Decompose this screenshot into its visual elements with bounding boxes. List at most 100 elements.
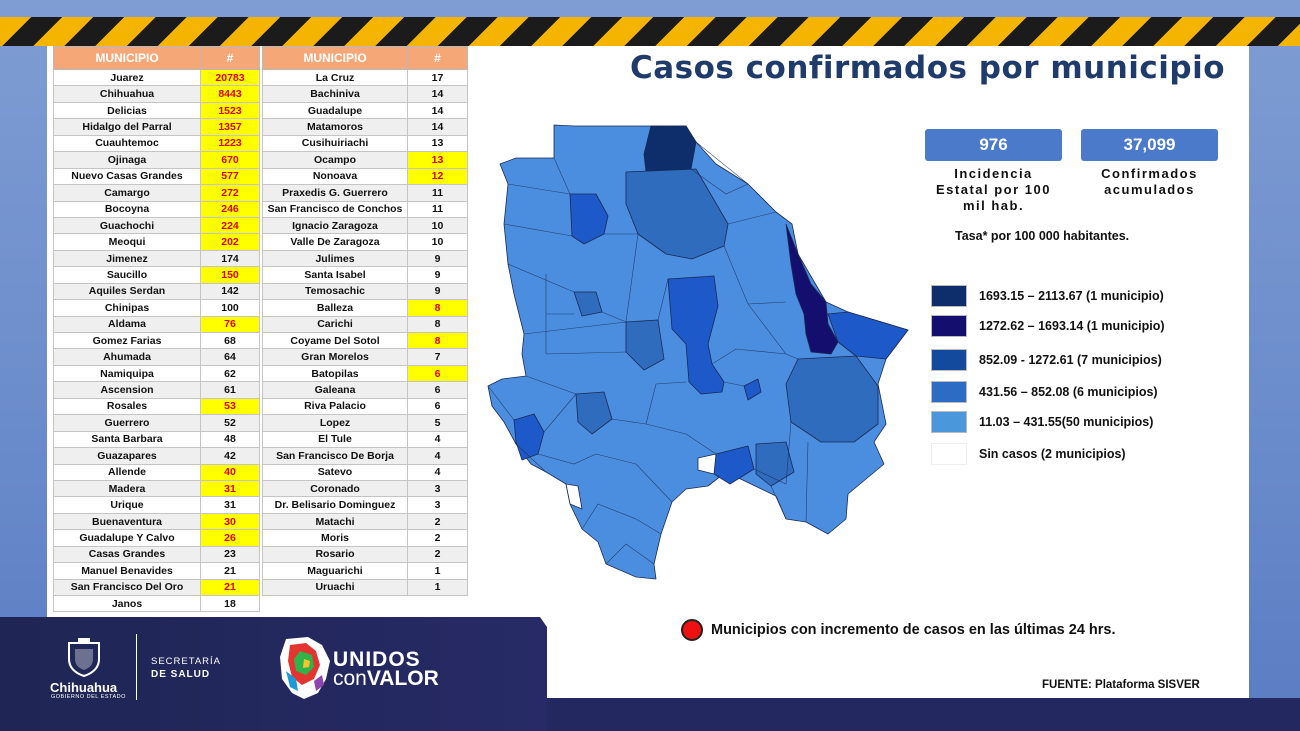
legend-swatch	[931, 285, 967, 307]
case-count-cell: 1523	[201, 102, 260, 118]
confirmed-label-line: Confirmados	[1081, 166, 1218, 182]
case-count-cell: 246	[201, 201, 260, 217]
table-row: Allende 40	[54, 464, 260, 480]
table-row: Guachochi 224	[54, 217, 260, 233]
legend-label: 1272.62 – 1693.14 (1 municipio)	[979, 319, 1165, 333]
table-row: Gomez Farias 68	[54, 333, 260, 349]
municipio-name-cell: Matamoros	[263, 119, 408, 135]
municipio-name-cell: Coyame Del Sotol	[263, 333, 408, 349]
municipio-name-cell: Hidalgo del Parral	[54, 119, 201, 135]
municipio-name-cell: San Francisco De Borja	[263, 448, 408, 464]
case-count-cell: 6	[408, 398, 468, 414]
municipio-table-right: MUNICIPIO # La Cruz 17 Bachiniva 14 Guadalup…	[262, 46, 468, 596]
case-count-cell: 272	[201, 185, 260, 201]
municipio-name-cell: Moris	[263, 530, 408, 546]
case-count-cell: 3	[408, 480, 468, 496]
legend-item: Sin casos (2 municipios)	[931, 443, 1126, 465]
municipio-name-cell: Guadalupe Y Calvo	[54, 530, 201, 546]
case-count-cell: 14	[408, 102, 468, 118]
case-count-cell: 11	[408, 201, 468, 217]
municipio-name-cell: Manuel Benavides	[54, 563, 201, 579]
table-row: Namiquipa 62	[54, 365, 260, 381]
table-row: Lopez 5	[263, 415, 468, 431]
legend-item: 431.56 – 852.08 (6 municipios)	[931, 381, 1158, 403]
case-count-cell: 14	[408, 86, 468, 102]
case-count-cell: 1	[408, 579, 468, 595]
incidence-label-line: Incidencia	[925, 166, 1062, 182]
footer-divider	[136, 634, 137, 700]
municipio-name-cell: Ocampo	[263, 152, 408, 168]
case-count-cell: 13	[408, 152, 468, 168]
table-row: La Cruz 17	[263, 70, 468, 86]
case-count-cell: 64	[201, 349, 260, 365]
table-row: Nonoava 12	[263, 168, 468, 184]
municipio-name-cell: Guerrero	[54, 415, 201, 431]
case-count-cell: 20783	[201, 70, 260, 86]
legend-label: Sin casos (2 municipios)	[979, 447, 1126, 461]
case-count-cell: 150	[201, 267, 260, 283]
case-count-cell: 40	[201, 464, 260, 480]
case-count-cell: 52	[201, 415, 260, 431]
case-count-cell: 76	[201, 316, 260, 332]
table-row: Carichi 8	[263, 316, 468, 332]
case-count-cell: 10	[408, 234, 468, 250]
municipio-name-cell: Casas Grandes	[54, 546, 201, 562]
legend-item: 1272.62 – 1693.14 (1 municipio)	[931, 315, 1165, 337]
municipio-name-cell: Urique	[54, 497, 201, 513]
table-row: Juarez 20783	[54, 70, 260, 86]
legend-swatch	[931, 349, 967, 371]
municipio-name-cell: Nonoava	[263, 168, 408, 184]
municipio-name-cell: Ojinaga	[54, 152, 201, 168]
case-count-cell: 670	[201, 152, 260, 168]
municipio-name-cell: Buenaventura	[54, 513, 201, 529]
municipio-name-cell: Guazapares	[54, 448, 201, 464]
municipio-name-cell: Gomez Farias	[54, 333, 201, 349]
table-row: Praxedis G. Guerrero 11	[263, 185, 468, 201]
case-count-cell: 1357	[201, 119, 260, 135]
case-count-cell: 61	[201, 382, 260, 398]
red-dot-icon	[681, 619, 703, 641]
column-header-municipio: MUNICIPIO	[54, 47, 201, 70]
municipio-name-cell: Matachi	[263, 513, 408, 529]
municipio-name-cell: Nuevo Casas Grandes	[54, 168, 201, 184]
municipio-name-cell: Cuauhtemoc	[54, 135, 201, 151]
rate-note: Tasa* por 100 000 habitantes.	[955, 229, 1129, 243]
table-row: Maguarichi 1	[263, 563, 468, 579]
municipio-name-cell: Bocoyna	[54, 201, 201, 217]
municipio-name-cell: Jimenez	[54, 250, 201, 266]
table-row: Rosales 53	[54, 398, 260, 414]
table-row: Ahumada 64	[54, 349, 260, 365]
state-crest-icon	[65, 637, 103, 677]
table-row: Cusihuiriachi 13	[263, 135, 468, 151]
case-count-cell: 174	[201, 250, 260, 266]
table-row: Aquiles Serdan 142	[54, 283, 260, 299]
table-row: Chinipas 100	[54, 300, 260, 316]
municipio-name-cell: Uruachi	[263, 579, 408, 595]
municipio-name-cell: Namiquipa	[54, 365, 201, 381]
legend-swatch	[931, 411, 967, 433]
case-count-cell: 17	[408, 70, 468, 86]
salud-label: DE SALUD	[151, 669, 210, 680]
municipio-name-cell: Ignacio Zaragoza	[263, 217, 408, 233]
table-row: Gran Morelos 7	[263, 349, 468, 365]
table-row: Manuel Benavides 21	[54, 563, 260, 579]
case-count-cell: 26	[201, 530, 260, 546]
table-row: Santa Isabel 9	[263, 267, 468, 283]
increment-legend: Municipios con incremento de casos en la…	[681, 619, 1116, 641]
case-count-cell: 31	[201, 497, 260, 513]
municipio-name-cell: Maguarichi	[263, 563, 408, 579]
page-title: Casos confirmados por municipio	[630, 50, 1230, 86]
table-row: San Francisco de Conchos 11	[263, 201, 468, 217]
table-row: San Francisco De Borja 4	[263, 448, 468, 464]
municipio-name-cell: Praxedis G. Guerrero	[263, 185, 408, 201]
municipio-name-cell: Saucillo	[54, 267, 201, 283]
table-row: Galeana 6	[263, 382, 468, 398]
municipio-name-cell: Gran Morelos	[263, 349, 408, 365]
municipio-name-cell: Lopez	[263, 415, 408, 431]
case-count-cell: 11	[408, 185, 468, 201]
municipio-name-cell: Aldama	[54, 316, 201, 332]
case-count-cell: 5	[408, 415, 468, 431]
case-count-cell: 23	[201, 546, 260, 562]
table-row: Nuevo Casas Grandes 577	[54, 168, 260, 184]
municipio-name-cell: La Cruz	[263, 70, 408, 86]
